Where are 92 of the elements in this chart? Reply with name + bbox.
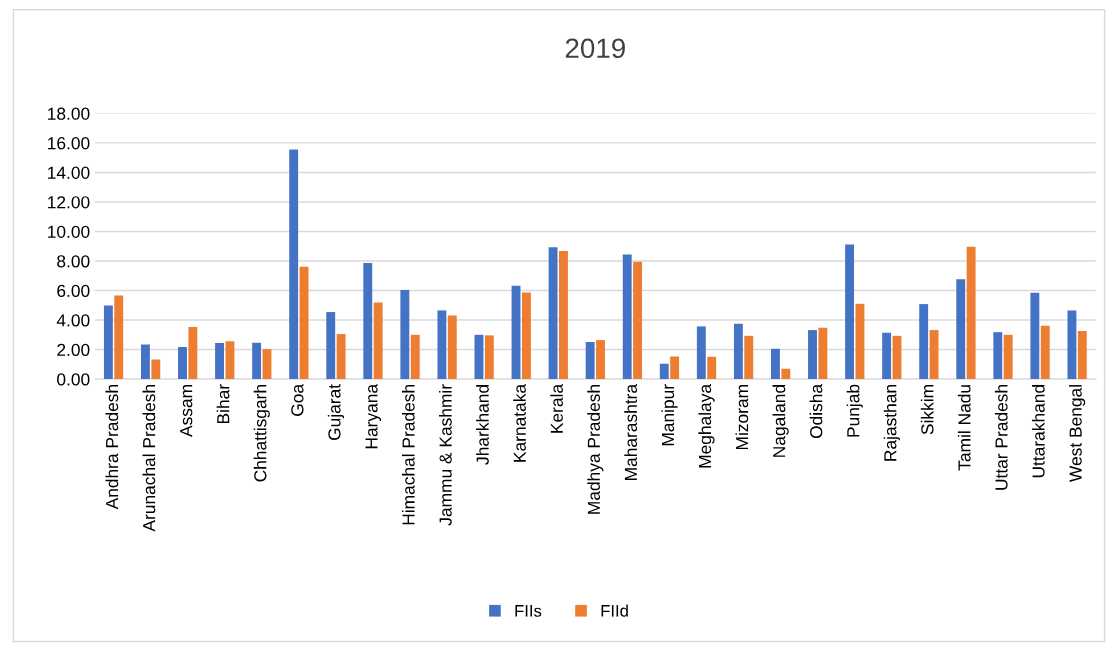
bar <box>140 344 150 380</box>
y-tick-label: 14.00 <box>48 166 90 179</box>
bar <box>1077 331 1087 380</box>
x-tick-label: Sikkim <box>920 385 934 435</box>
y-tick-label: 12.00 <box>48 196 90 209</box>
bar <box>1003 334 1013 380</box>
bar <box>559 251 568 380</box>
y-tick-label: 6.00 <box>57 284 90 297</box>
bar <box>447 315 457 380</box>
x-tick-label: Mizoram <box>735 385 749 450</box>
bar <box>114 295 124 380</box>
bar <box>585 342 595 380</box>
bar <box>622 254 632 380</box>
bar <box>363 263 373 380</box>
x-tick-label: Kerala <box>550 383 563 433</box>
bar <box>993 332 1003 380</box>
bar <box>400 290 410 380</box>
x-tick-label: Andhra Pradesh <box>105 385 119 510</box>
bar <box>511 285 521 380</box>
x-tick-label: Karnataka <box>513 383 526 462</box>
bar <box>670 356 680 380</box>
x-tick-label: Haryana <box>365 383 382 449</box>
bar <box>845 244 855 380</box>
bar <box>437 310 447 380</box>
bar <box>262 349 272 380</box>
bar <box>252 342 262 380</box>
x-tick-label: Madhya Pradesh <box>587 385 604 514</box>
x-tick-label: Assam <box>180 385 193 437</box>
y-tick-label: 8.00 <box>57 255 90 268</box>
bar <box>103 305 113 380</box>
x-tick-label: Tamil Nadu <box>957 385 971 471</box>
bar <box>151 359 161 380</box>
x-tick-label: Uttarakhand <box>1031 385 1045 478</box>
legend-label: FIId <box>601 604 628 617</box>
y-tick-label: 2.00 <box>57 343 90 357</box>
bar <box>178 347 187 380</box>
bar <box>808 330 817 380</box>
y-tick-label: 4.00 <box>56 314 90 327</box>
bar <box>929 330 939 380</box>
bar <box>373 302 383 380</box>
bar <box>919 304 929 380</box>
bar <box>188 327 198 380</box>
y-tick-label: 10.00 <box>48 225 90 238</box>
x-tick-label: Himachal Pradesh <box>401 385 415 525</box>
x-tick-label: Maharashtra <box>624 383 638 480</box>
legend-label: FIIs <box>515 605 542 617</box>
x-tick-label: Uttar Pradesh <box>994 385 1008 490</box>
x-tick-label: Manipur <box>661 384 678 446</box>
x-tick-label: Punjab <box>846 384 863 437</box>
bar <box>696 326 706 380</box>
y-tick-label: 16.00 <box>48 137 90 150</box>
x-tick-label: Rajasthan <box>883 385 900 461</box>
x-tick-label: Chhattisgarh <box>253 385 270 482</box>
bar <box>1040 325 1050 380</box>
bar <box>548 247 558 380</box>
x-tick-label: Jharkhand <box>476 385 489 465</box>
y-tick-label: 18.00 <box>48 107 90 120</box>
bar <box>818 327 828 380</box>
x-tick-label: Jammu & Kashmir <box>439 384 452 526</box>
chart-title: 2019 <box>565 38 625 59</box>
x-tick-label: Bihar <box>216 384 230 424</box>
bar <box>1067 310 1077 380</box>
bar <box>956 279 966 380</box>
bar <box>326 312 336 380</box>
y-tick-label: 0.00 <box>57 373 90 386</box>
bar <box>882 332 892 380</box>
x-tick-label: Meghalaya <box>698 383 715 468</box>
bar <box>289 149 299 380</box>
x-tick-label: Gujarat <box>327 384 345 440</box>
bar <box>215 343 224 380</box>
bar <box>299 266 309 380</box>
bar <box>733 323 743 380</box>
bar <box>484 335 494 380</box>
bar <box>744 335 754 380</box>
bar <box>966 246 976 380</box>
bar <box>659 363 669 380</box>
bar <box>410 334 420 380</box>
x-tick-label: Goa <box>291 383 304 416</box>
bar <box>336 334 346 380</box>
bar <box>707 356 717 380</box>
bar <box>1030 292 1040 380</box>
x-tick-label: Nagaland <box>772 385 789 457</box>
bar <box>225 341 235 380</box>
bar <box>855 303 865 380</box>
bar <box>771 348 780 380</box>
bar <box>596 340 605 380</box>
x-tick-label: West Bengal <box>1069 385 1086 482</box>
bar <box>633 261 643 380</box>
x-tick-label: Arunachal Pradesh <box>142 385 156 532</box>
x-tick-label: Odisha <box>809 383 823 439</box>
bar <box>781 368 791 380</box>
bar <box>521 292 531 380</box>
